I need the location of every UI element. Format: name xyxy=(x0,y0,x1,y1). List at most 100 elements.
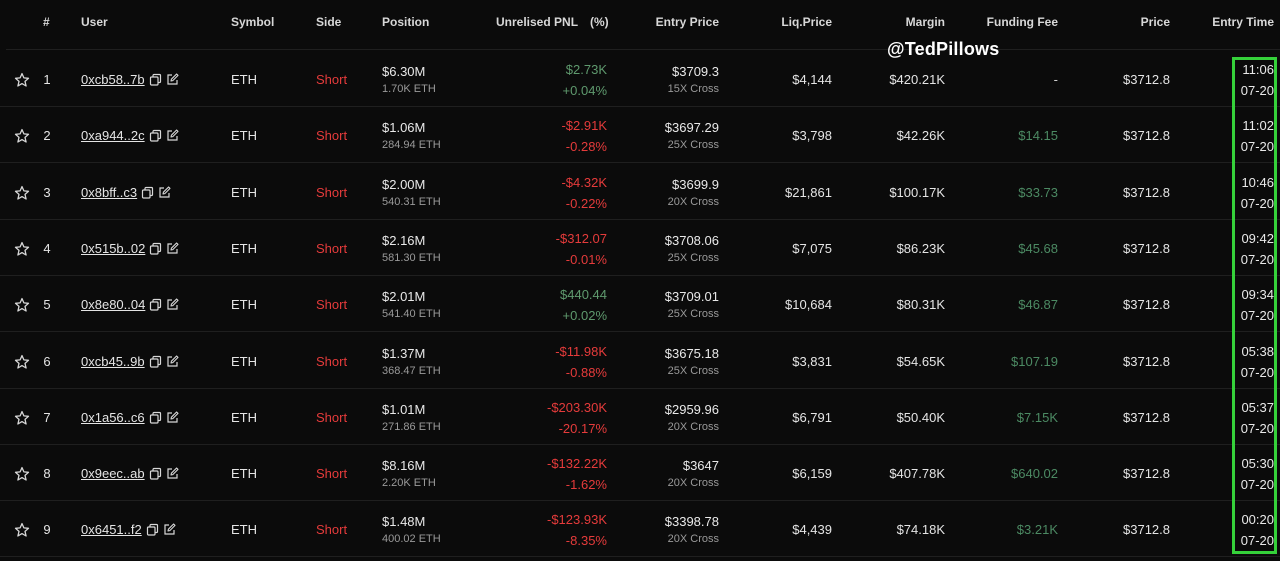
leverage: 25X Cross xyxy=(667,364,719,377)
copy-icon[interactable] xyxy=(149,129,162,142)
col-funding-fee[interactable]: Funding Fee xyxy=(986,15,1058,29)
entry-price: $3647 xyxy=(682,458,719,474)
star-icon[interactable] xyxy=(14,354,30,370)
entry-date: 07-20 xyxy=(1240,477,1274,493)
entry-price: $3398.78 xyxy=(664,514,719,530)
leverage: 15X Cross xyxy=(667,83,719,95)
edit-icon[interactable] xyxy=(166,298,179,311)
copy-icon[interactable] xyxy=(149,355,162,368)
edit-icon[interactable] xyxy=(166,242,179,255)
entry-price: $3697.29 xyxy=(664,120,719,136)
leverage: 20X Cross xyxy=(667,477,719,490)
row-index: 2 xyxy=(43,128,51,144)
edit-icon[interactable] xyxy=(158,186,171,199)
table-row[interactable]: 2 0xa944..2c ETH Short $1.06M 284.94 ETH… xyxy=(0,107,1280,164)
table-row[interactable]: 6 0xcb45..9b ETH Short $1.37M 368.47 ETH… xyxy=(0,333,1280,389)
table-row[interactable]: 8 0x9eec..ab ETH Short $8.16M 2.20K ETH … xyxy=(0,445,1280,502)
price: $3712.8 xyxy=(1123,353,1170,369)
edit-icon[interactable] xyxy=(166,467,179,480)
edit-icon[interactable] xyxy=(166,354,179,368)
entry-date: 07-20 xyxy=(1240,533,1274,549)
col-entry-price[interactable]: Entry Price xyxy=(655,15,719,29)
star-icon[interactable] xyxy=(14,466,30,482)
side-cell: Short xyxy=(316,72,348,87)
user-address-link[interactable]: 0xcb45..9b xyxy=(81,353,145,369)
table-row[interactable]: 3 0x8bff..c3 ETH Short $2.00M 540.31 ETH… xyxy=(0,164,1280,220)
margin: $407.78K xyxy=(889,466,945,482)
copy-icon[interactable] xyxy=(149,242,162,255)
table-row[interactable]: 4 0x515b..02 ETH Short $2.16M 581.30 ETH… xyxy=(0,220,1280,276)
position-eth: 540.31 ETH xyxy=(382,195,441,208)
user-address-link[interactable]: 0x1a56..c6 xyxy=(81,409,145,425)
col-liq-price[interactable]: Liq.Price xyxy=(781,15,832,29)
user-cell: 0x1a56..c6 xyxy=(81,410,179,425)
entry-time: 11:06 xyxy=(1242,62,1274,77)
position-usd: $1.06M xyxy=(382,120,426,136)
table-row[interactable]: 9 0x6451..f2 ETH Short $1.48M 400.02 ETH… xyxy=(0,501,1280,558)
position-eth: 271.86 ETH xyxy=(382,420,441,433)
col-side[interactable]: Side xyxy=(316,15,342,29)
copy-icon[interactable] xyxy=(149,298,162,311)
star-icon[interactable] xyxy=(14,410,30,426)
pnl-percent: -0.01% xyxy=(565,251,607,267)
liq-price: $7,075 xyxy=(792,240,832,256)
funding-fee: $7.15K xyxy=(1016,409,1058,425)
copy-icon[interactable] xyxy=(149,411,162,424)
user-address-link[interactable]: 0xcb58..7b xyxy=(81,72,145,87)
table-row[interactable]: 1 0xcb58..7b ETH Short $6.30M 1.70K ETH … xyxy=(0,51,1280,107)
symbol-cell: ETH xyxy=(231,72,257,87)
edit-icon[interactable] xyxy=(163,523,176,536)
copy-icon[interactable] xyxy=(149,73,162,86)
price: $3712.8 xyxy=(1123,72,1170,87)
pnl-percent: -1.62% xyxy=(565,477,607,493)
side-cell: Short xyxy=(316,128,348,144)
copy-icon[interactable] xyxy=(149,467,162,480)
col-entry-time[interactable]: Entry Time xyxy=(1212,15,1274,29)
position-eth: 284.94 ETH xyxy=(382,139,441,152)
copy-icon[interactable] xyxy=(141,186,154,199)
edit-icon[interactable] xyxy=(166,73,179,86)
leverage: 20X Cross xyxy=(667,533,719,546)
edit-icon[interactable] xyxy=(166,411,179,424)
col-pnl[interactable]: Unrelised PNL xyxy=(496,15,579,29)
col-user[interactable]: User xyxy=(81,15,108,29)
star-icon[interactable] xyxy=(14,241,30,257)
star-icon[interactable] xyxy=(14,128,30,144)
position-eth: 1.70K ETH xyxy=(382,83,436,95)
price: $3712.8 xyxy=(1123,297,1170,313)
price: $3712.8 xyxy=(1123,184,1170,200)
star-icon[interactable] xyxy=(14,297,30,313)
margin: $86.23K xyxy=(896,240,945,256)
user-address-link[interactable]: 0x6451..f2 xyxy=(81,522,142,538)
table-row[interactable]: 5 0x8e80..04 ETH Short $2.01M 541.40 ETH… xyxy=(0,276,1280,333)
price: $3712.8 xyxy=(1123,128,1170,144)
col-position[interactable]: Position xyxy=(382,15,430,29)
star-icon[interactable] xyxy=(14,522,30,538)
user-address-link[interactable]: 0xa944..2c xyxy=(81,128,145,144)
col-pnl-pct[interactable]: (%) xyxy=(590,15,609,29)
entry-date: 07-20 xyxy=(1240,195,1274,211)
user-address-link[interactable]: 0x8bff..c3 xyxy=(81,184,138,200)
col-price[interactable]: Price xyxy=(1140,15,1170,29)
col-margin[interactable]: Margin xyxy=(905,15,945,29)
user-address-link[interactable]: 0x9eec..ab xyxy=(81,466,145,482)
symbol-cell: ETH xyxy=(231,128,257,144)
position-usd: $6.30M xyxy=(382,64,426,79)
star-icon[interactable] xyxy=(14,185,30,201)
leverage: 25X Cross xyxy=(667,139,719,152)
pnl-value: -$312.07 xyxy=(555,230,607,246)
col-symbol[interactable]: Symbol xyxy=(231,15,275,29)
copy-icon[interactable] xyxy=(146,523,159,536)
edit-icon[interactable] xyxy=(166,129,179,142)
pnl-percent: -8.35% xyxy=(565,533,607,549)
side-cell: Short xyxy=(316,240,348,256)
user-cell: 0x6451..f2 xyxy=(81,522,176,537)
user-address-link[interactable]: 0x515b..02 xyxy=(81,240,146,256)
entry-price: $3699.9 xyxy=(672,176,719,192)
symbol-cell: ETH xyxy=(231,522,257,538)
position-usd: $8.16M xyxy=(382,458,426,474)
star-icon[interactable] xyxy=(14,72,30,88)
user-address-link[interactable]: 0x8e80..04 xyxy=(81,297,146,313)
row-index: 3 xyxy=(43,184,51,200)
table-row[interactable]: 7 0x1a56..c6 ETH Short $1.01M 271.86 ETH… xyxy=(0,389,1280,445)
